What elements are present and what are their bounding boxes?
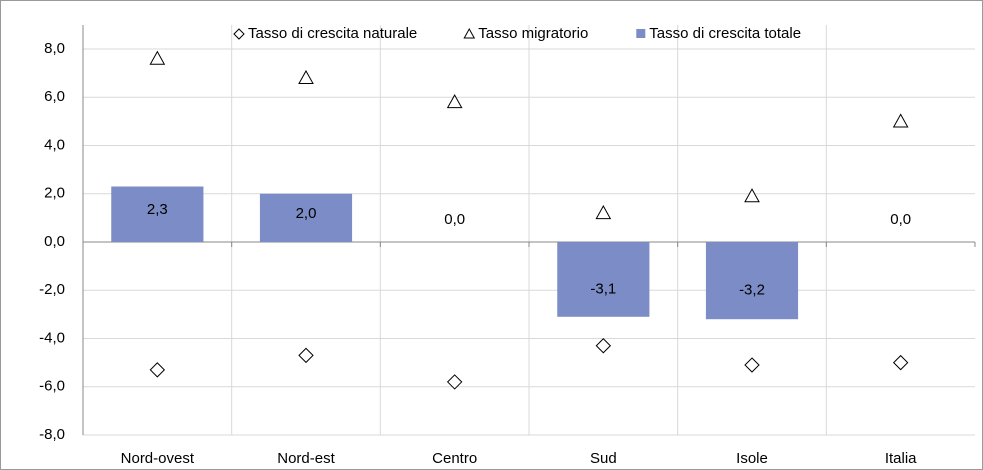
triangle-marker — [744, 188, 760, 203]
x-tick-label: Nord-ovest — [121, 450, 195, 467]
legend-label: Tasso migratorio — [478, 25, 588, 42]
legend-label: Tasso di crescita naturale — [248, 25, 417, 42]
x-tick-label: Centro — [432, 450, 477, 467]
triangle-marker — [892, 113, 909, 128]
y-tick-label: -4,0 — [39, 329, 65, 346]
y-tick-label: 4,0 — [44, 136, 65, 153]
triangle-marker — [149, 50, 166, 65]
diamond-marker — [298, 347, 314, 364]
bar — [259, 193, 353, 242]
legend-swatch — [636, 29, 646, 38]
x-tick-label: Sud — [590, 450, 617, 467]
diamond-marker — [744, 357, 760, 373]
legend-swatch — [463, 27, 476, 39]
legend-swatch — [233, 28, 245, 40]
y-tick-label: 8,0 — [44, 40, 65, 57]
y-tick-label: 6,0 — [44, 88, 65, 105]
diamond-marker — [149, 362, 166, 378]
diamond-marker — [446, 374, 463, 390]
diamond-marker — [892, 354, 909, 371]
diamond-marker — [595, 338, 612, 354]
value-label: 2,0 — [296, 205, 317, 222]
x-tick-label: Isole — [736, 450, 768, 467]
y-tick-label: 2,0 — [44, 185, 65, 202]
value-label: 2,3 — [147, 201, 168, 218]
triangle-marker — [595, 205, 612, 220]
value-label: -3,2 — [739, 282, 765, 299]
value-label: 0,0 — [444, 211, 465, 228]
bar — [705, 242, 799, 320]
x-tick-label: Italia — [885, 450, 917, 467]
value-label: 0,0 — [890, 211, 911, 228]
y-tick-label: -8,0 — [39, 426, 65, 443]
triangle-marker — [298, 69, 314, 85]
value-label: -3,1 — [590, 280, 616, 297]
y-tick-label: -2,0 — [39, 281, 65, 298]
bar — [111, 186, 204, 242]
triangle-marker — [446, 94, 463, 109]
bar — [557, 242, 650, 317]
legend-label: Tasso di crescita totale — [649, 25, 801, 42]
y-tick-label: -6,0 — [39, 378, 65, 395]
y-tick-label: 0,0 — [44, 233, 65, 250]
x-tick-label: Nord-est — [277, 450, 335, 467]
